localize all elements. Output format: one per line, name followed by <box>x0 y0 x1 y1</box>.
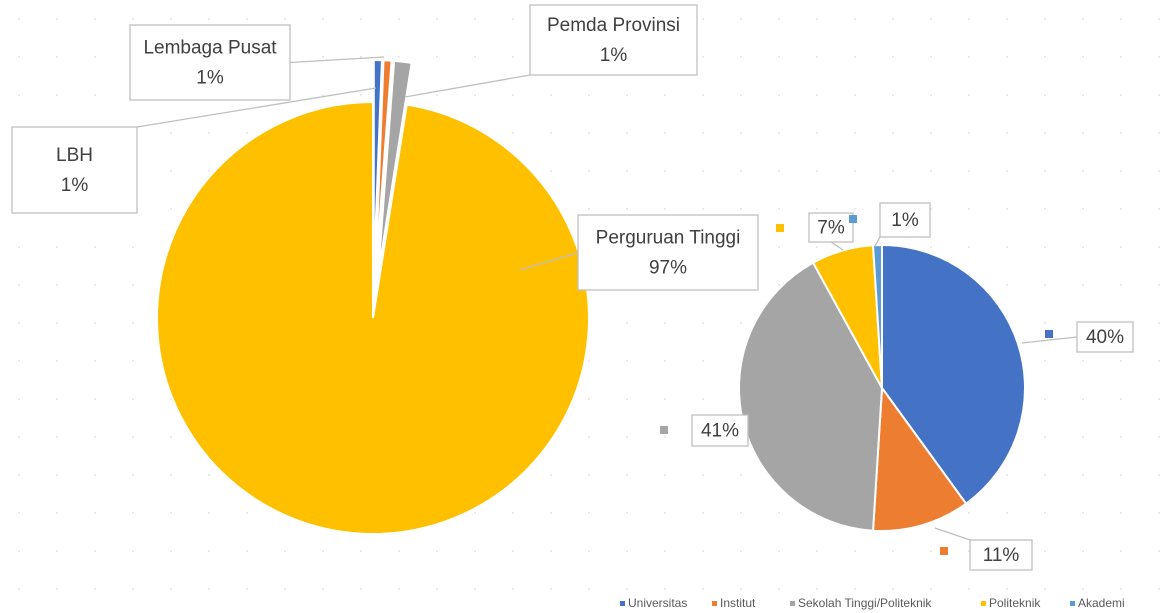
data-label-name: Pemda Provinsi <box>547 15 680 36</box>
data-label-name: Perguruan Tinggi <box>596 228 741 249</box>
data-label-name: LBH <box>56 145 93 166</box>
data-label-box <box>529 4 698 76</box>
label-key <box>776 224 784 232</box>
data-label-box <box>691 414 749 447</box>
legend-key <box>712 601 717 606</box>
data-label-box <box>808 212 854 243</box>
legend-key <box>790 601 795 606</box>
legend-key <box>620 601 625 606</box>
pie-slice <box>871 243 883 389</box>
data-label-box <box>577 214 759 291</box>
leader-line <box>934 527 971 541</box>
legend-key <box>1070 601 1075 606</box>
legend-label: Politeknik <box>989 596 1041 610</box>
leader-line <box>136 87 377 128</box>
data-label-name: Lembaga Pusat <box>143 38 277 59</box>
legend-label: Universitas <box>628 596 687 610</box>
label-key <box>849 215 857 223</box>
data-label: 97% <box>649 258 687 279</box>
data-label: 40% <box>1086 327 1124 348</box>
data-label: 1% <box>600 45 628 66</box>
legend-label: Sekolah Tinggi/Politeknik <box>798 596 932 610</box>
data-label-box <box>879 202 931 238</box>
legend-label: Institut <box>720 596 756 610</box>
data-label-box <box>129 24 291 101</box>
data-label-box <box>969 539 1033 571</box>
data-label: 7% <box>817 218 845 239</box>
data-label-box <box>1076 321 1134 353</box>
pie-slice <box>871 385 968 532</box>
legend-key <box>981 601 986 606</box>
data-label-box <box>11 126 138 214</box>
pie-slice <box>374 59 393 277</box>
leader-line <box>404 74 531 98</box>
leader-line <box>289 56 385 64</box>
data-label: 1% <box>196 68 224 89</box>
label-key <box>940 547 948 555</box>
data-label: 41% <box>701 421 739 442</box>
label-key <box>1045 330 1053 338</box>
data-label: 11% <box>983 545 1020 566</box>
pie-slice <box>881 243 1026 506</box>
label-key <box>660 426 668 434</box>
pie-slice <box>156 100 590 535</box>
pie-slice <box>372 59 383 277</box>
pie-slice <box>376 59 413 277</box>
leader-line <box>519 251 579 271</box>
leader-line <box>1021 336 1078 344</box>
legend-label: Akademi <box>1078 596 1125 610</box>
data-label: 1% <box>61 175 89 196</box>
leader-line <box>830 241 844 251</box>
leader-line <box>874 236 881 247</box>
data-label: 1% <box>891 210 919 231</box>
